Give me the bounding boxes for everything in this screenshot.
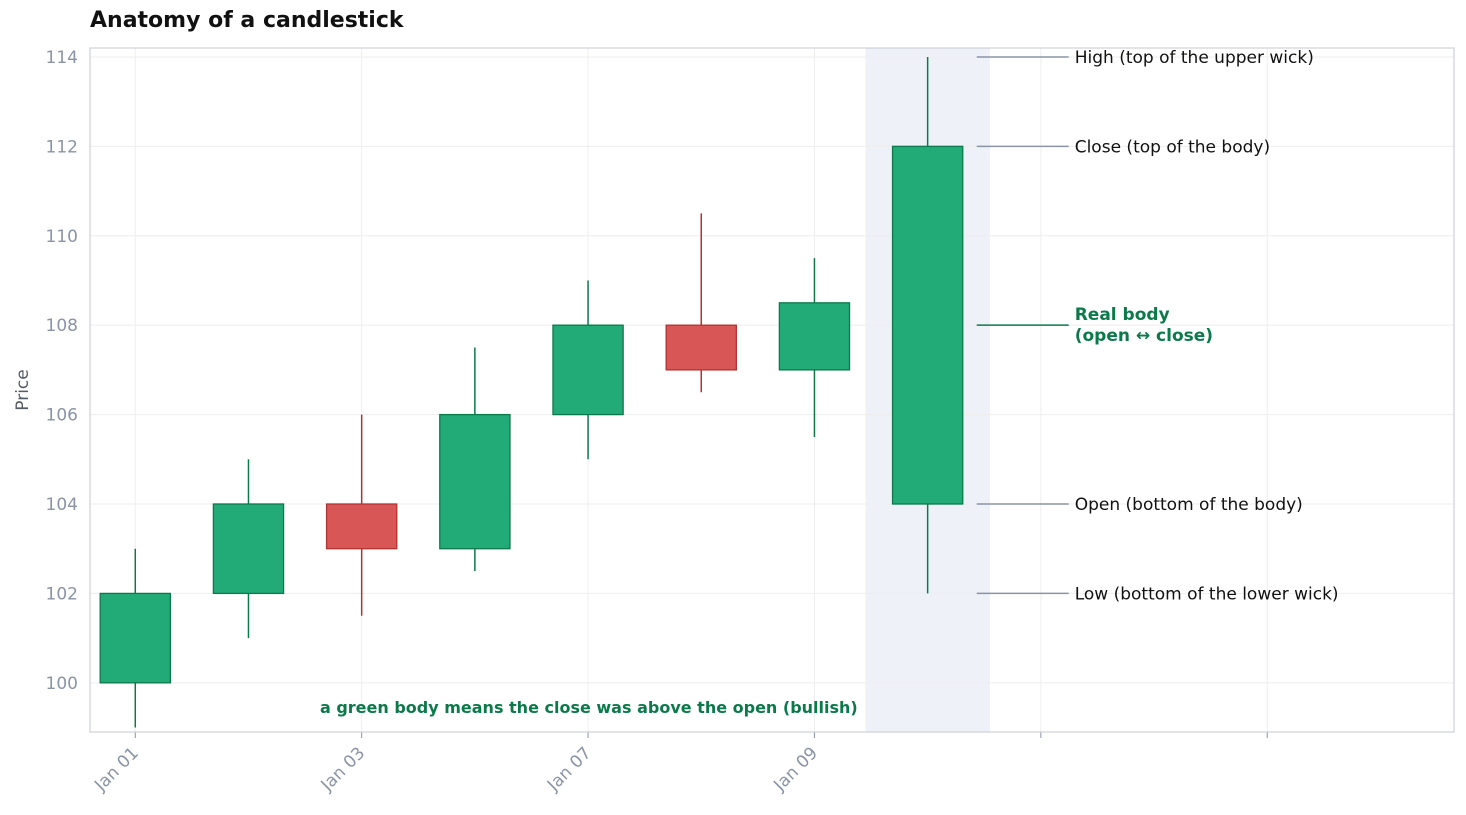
y-tick-label: 112: [46, 137, 78, 157]
bullish-candle-body: [891, 145, 964, 505]
y-tick-label: 104: [46, 495, 78, 515]
x-tick-label: Jan 01: [90, 743, 143, 796]
x-tick-label: Jan 09: [769, 743, 822, 796]
y-tick-label: 108: [46, 316, 78, 336]
bearish-candle-body: [665, 324, 737, 371]
bearish-candle-body: [325, 503, 398, 550]
x-tick-label: Jan 03: [317, 743, 370, 796]
bullish-candle-body: [99, 592, 172, 684]
annotation-label: Open (bottom of the body): [1075, 495, 1303, 515]
annotation-label: Low (bottom of the lower wick): [1075, 584, 1339, 604]
annotation-label: High (top of the upper wick): [1075, 48, 1314, 68]
bullish-note: a green body means the close was above t…: [320, 698, 858, 717]
annotation-label: Real body: [1075, 305, 1170, 325]
y-tick-label: 100: [46, 674, 78, 694]
y-tick-label: 102: [46, 584, 78, 604]
plot-frame: [89, 47, 1455, 733]
annotation-label: (open ↔ close): [1075, 326, 1213, 346]
bullish-candle-body: [439, 413, 511, 550]
annotation-label: Close (top of the body): [1075, 137, 1270, 157]
bullish-candle-body: [552, 324, 624, 416]
y-tick-label: 114: [46, 48, 78, 68]
y-tick-label: 106: [46, 406, 78, 426]
y-axis-label: Price: [13, 369, 33, 410]
y-tick-label: 110: [46, 227, 78, 247]
x-tick-label: Jan 07: [543, 743, 596, 796]
bullish-candle-body: [778, 302, 851, 371]
bullish-candle-body: [212, 503, 285, 595]
chart-title: Anatomy of a candlestick: [90, 8, 404, 33]
